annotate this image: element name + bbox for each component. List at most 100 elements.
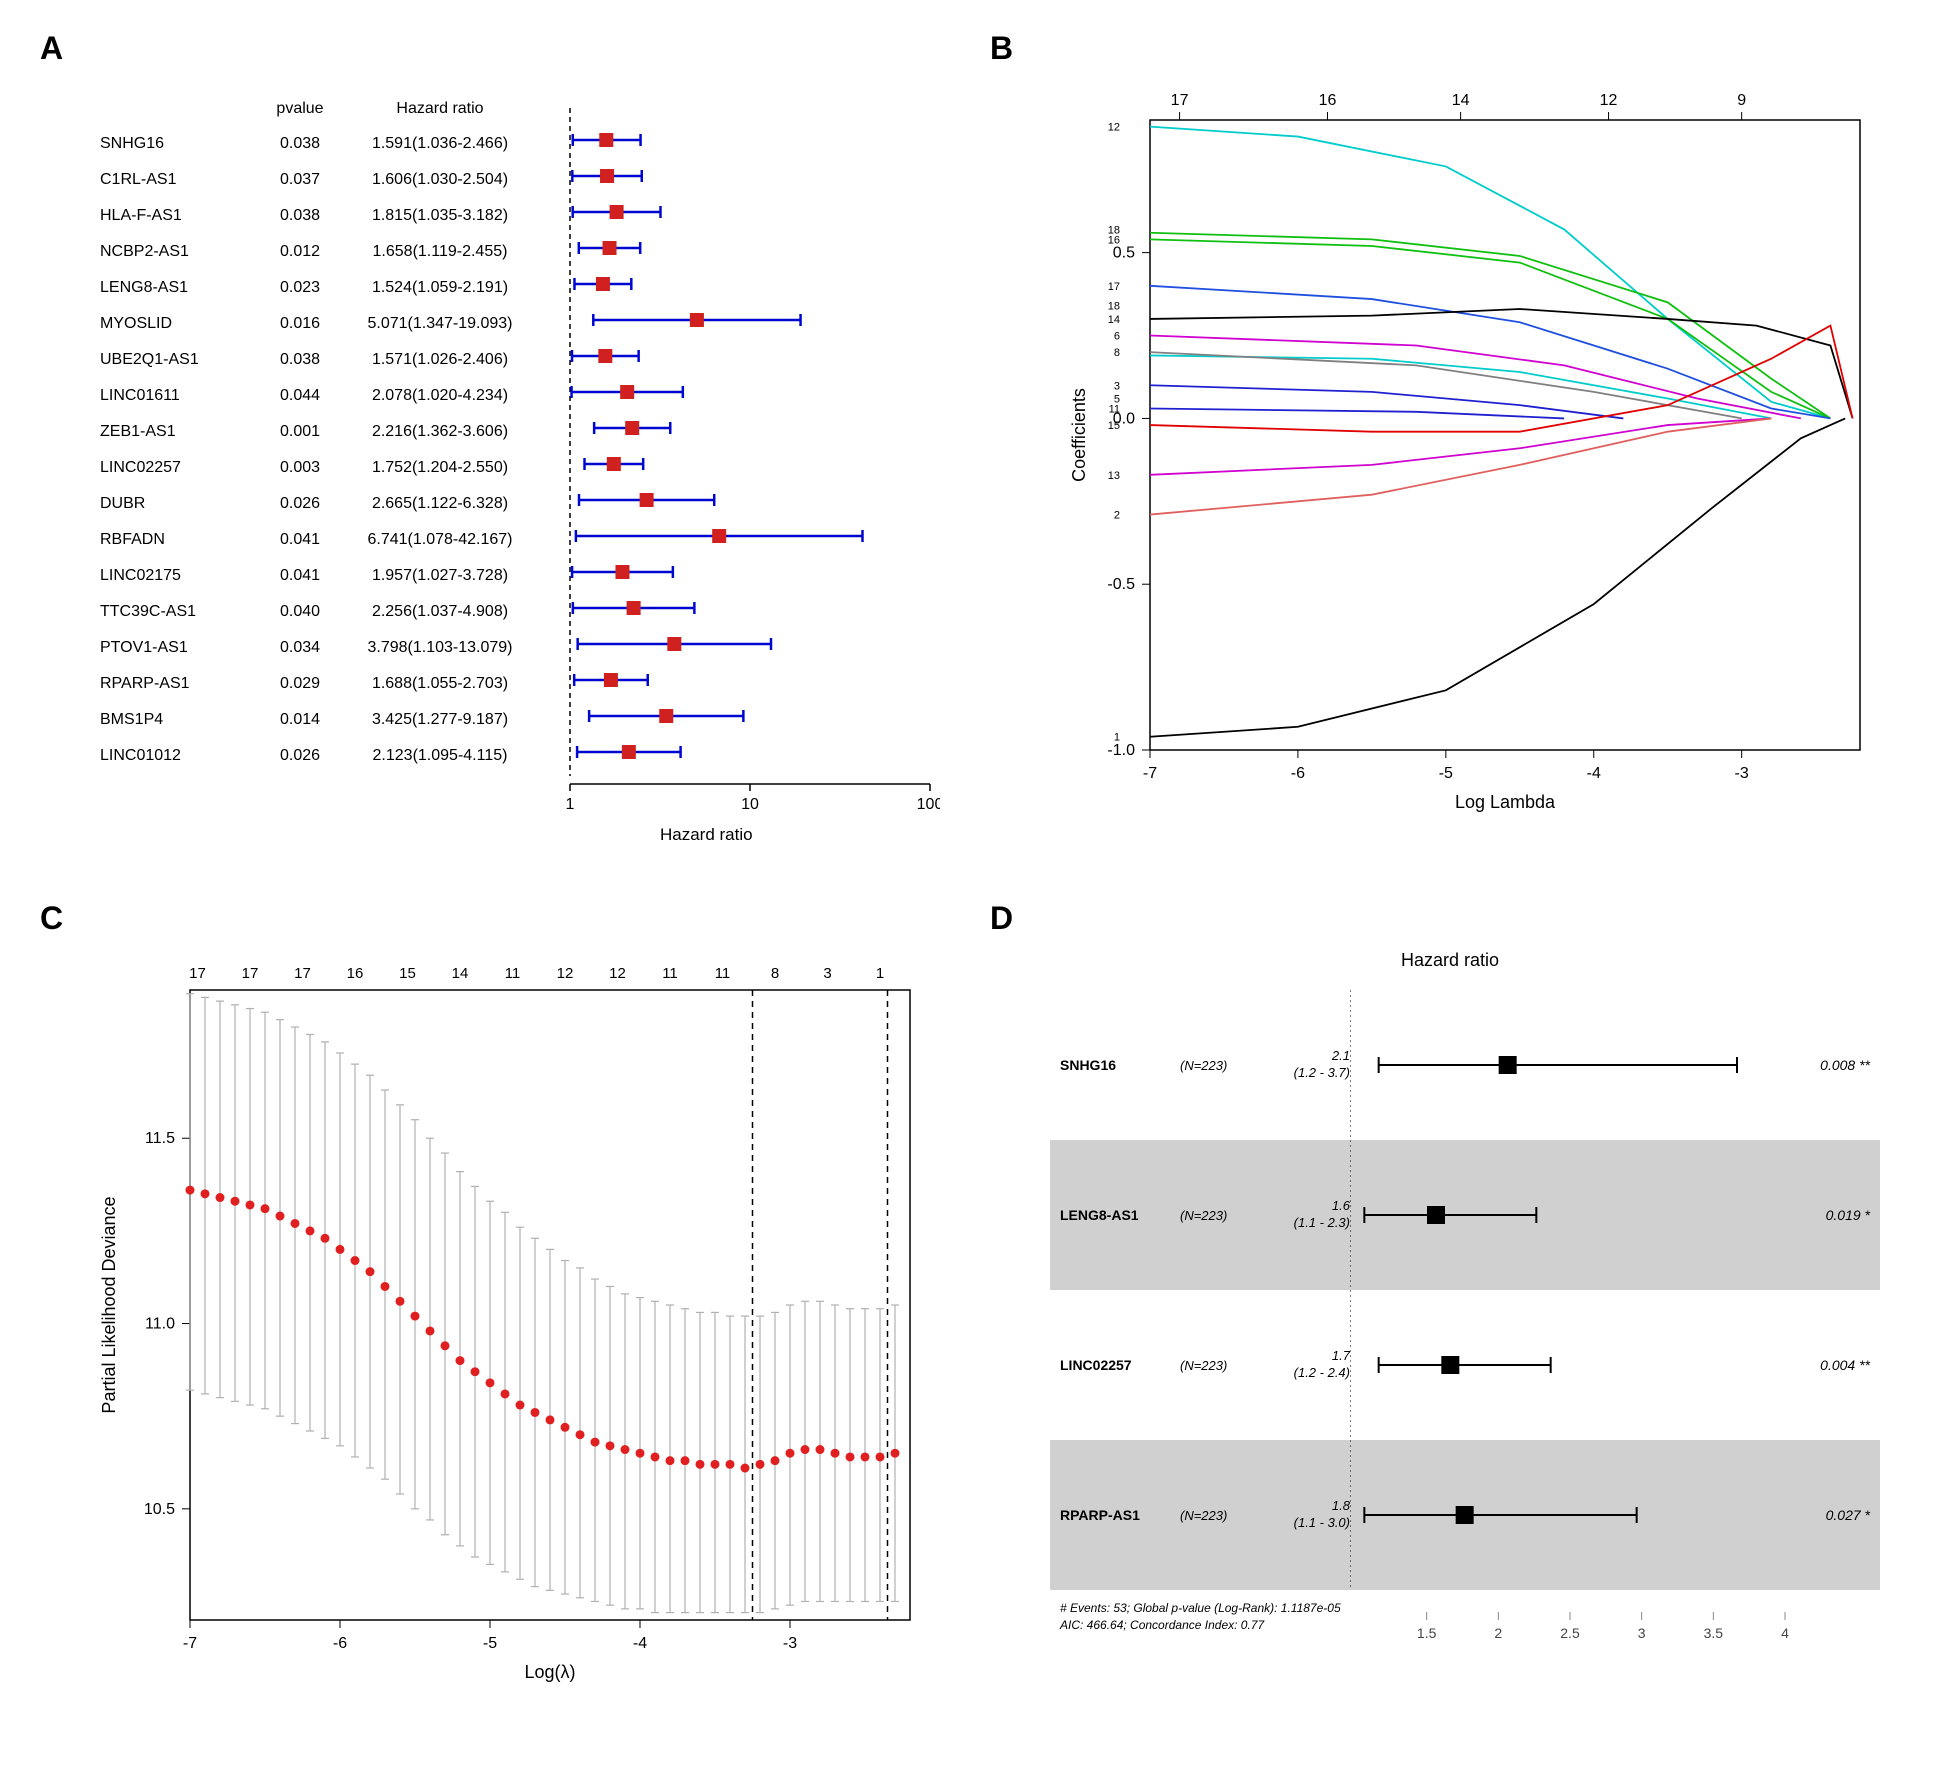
forest-row: ZEB1-AS10.0012.216(1.362-3.606) xyxy=(100,414,550,450)
hazard-row-svg xyxy=(1350,1440,1780,1590)
forest-row: PTOV1-AS10.0343.798(1.103-13.079) xyxy=(100,630,550,666)
forest-row: RPARP-AS10.0291.688(1.055-2.703) xyxy=(100,666,550,702)
svg-text:-6: -6 xyxy=(1291,765,1305,782)
forest-row: DUBR0.0262.665(1.122-6.328) xyxy=(100,486,550,522)
svg-text:17: 17 xyxy=(1171,92,1189,109)
svg-text:-4: -4 xyxy=(633,1635,647,1652)
svg-text:14: 14 xyxy=(452,965,469,982)
svg-text:11: 11 xyxy=(662,965,678,982)
svg-text:Partial Likelihood Deviance: Partial Likelihood Deviance xyxy=(99,1196,119,1413)
forest-row: LINC022570.0031.752(1.204-2.550) xyxy=(100,450,550,486)
svg-text:16: 16 xyxy=(347,965,364,982)
forest-row: TTC39C-AS10.0402.256(1.037-4.908) xyxy=(100,594,550,630)
svg-text:3: 3 xyxy=(1114,380,1120,392)
svg-text:-4: -4 xyxy=(1587,765,1601,782)
svg-text:17: 17 xyxy=(189,965,206,982)
forest-row: MYOSLID0.0165.071(1.347-19.093) xyxy=(100,306,550,342)
panel-c-deviance: C 10.5 11.0 11.5 -7 -6 -5 -4 -3 17 17 17 16 15 14 11 12… xyxy=(40,900,960,1730)
panel-b-lasso-paths: B -1.0-0.50.00.5-7-6-5-4-317161412912181… xyxy=(990,30,1910,860)
forest-row: LINC021750.0411.957(1.027-3.728) xyxy=(100,558,550,594)
panel-d-axis: 1.5 2 2.5 3 3.5 4 xyxy=(1350,1610,1790,1660)
svg-text:15: 15 xyxy=(1108,420,1120,432)
svg-text:14: 14 xyxy=(1452,92,1470,109)
forest-row: C1RL-AS10.0371.606(1.030-2.504) xyxy=(100,162,550,198)
svg-text:3: 3 xyxy=(1638,1625,1646,1641)
svg-text:3: 3 xyxy=(823,965,831,982)
svg-text:16: 16 xyxy=(1108,234,1120,246)
svg-text:-3: -3 xyxy=(1735,765,1749,782)
svg-text:11: 11 xyxy=(505,965,521,982)
svg-text:2: 2 xyxy=(1494,1625,1502,1641)
hazard-row: SNHG16 (N=223) 2.1(1.2 - 3.7) 0.008 ** xyxy=(1050,990,1880,1140)
hazard-row-svg xyxy=(1350,1290,1780,1440)
svg-text:-5: -5 xyxy=(1439,765,1453,782)
panel-d-footer: # Events: 53; Global p-value (Log-Rank):… xyxy=(1060,1600,1341,1634)
svg-text:13: 13 xyxy=(1108,470,1120,482)
panel-b-label: B xyxy=(990,30,1013,67)
svg-text:8: 8 xyxy=(1114,347,1120,359)
svg-text:12: 12 xyxy=(609,965,626,982)
forest-row: BMS1P40.0143.425(1.277-9.187) xyxy=(100,702,550,738)
panel-a-label: A xyxy=(40,30,63,67)
svg-text:8: 8 xyxy=(771,965,779,982)
panel-d-hazard-forest: D Hazard ratio SNHG16 (N=223) 2.1(1.2 - … xyxy=(990,900,1910,1730)
svg-text:15: 15 xyxy=(399,965,416,982)
forest-row: RBFADN0.0416.741(1.078-42.167) xyxy=(100,522,550,558)
svg-text:-0.5: -0.5 xyxy=(1107,576,1135,593)
svg-text:17: 17 xyxy=(294,965,311,982)
forest-row: NCBP2-AS10.0121.658(1.119-2.455) xyxy=(100,234,550,270)
svg-text:17: 17 xyxy=(242,965,259,982)
forest-row: LINC010120.0262.123(1.095-4.115) xyxy=(100,738,550,774)
svg-text:10.5: 10.5 xyxy=(144,1501,175,1518)
panel-d-title: Hazard ratio xyxy=(1401,950,1499,971)
svg-text:3.5: 3.5 xyxy=(1704,1625,1724,1641)
svg-text:-7: -7 xyxy=(1143,765,1157,782)
svg-text:11.5: 11.5 xyxy=(145,1130,175,1147)
hazard-row: LENG8-AS1 (N=223) 1.6(1.1 - 2.3) 0.019 * xyxy=(1050,1140,1880,1290)
svg-text:11.0: 11.0 xyxy=(145,1316,175,1333)
panel-b-svg: -1.0-0.50.00.5-7-6-5-4-31716141291218161… xyxy=(1050,70,1890,830)
header-pvalue: pvalue xyxy=(260,100,340,118)
panel-d-label: D xyxy=(990,900,1013,937)
svg-text:2: 2 xyxy=(1114,510,1120,522)
panel-c-svg: 10.5 11.0 11.5 -7 -6 -5 -4 -3 17 17 17 16 15 14 11 12 12… xyxy=(80,940,940,1700)
svg-text:-5: -5 xyxy=(483,1635,497,1652)
forest-row: UBE2Q1-AS10.0381.571(1.026-2.406) xyxy=(100,342,550,378)
hazard-row: LINC02257 (N=223) 1.7(1.2 - 2.4) 0.004 *… xyxy=(1050,1290,1880,1440)
svg-text:17: 17 xyxy=(1108,281,1120,293)
panel-a-xlabel: Hazard ratio xyxy=(660,825,753,845)
header-hr: Hazard ratio xyxy=(340,100,540,118)
forest-row: HLA-F-AS10.0381.815(1.035-3.182) xyxy=(100,198,550,234)
svg-text:-6: -6 xyxy=(333,1635,347,1652)
svg-text:Log Lambda: Log Lambda xyxy=(1455,792,1556,812)
svg-text:1: 1 xyxy=(876,965,884,982)
svg-text:Coefficients: Coefficients xyxy=(1069,388,1089,482)
forest-row: LINC016110.0442.078(1.020-4.234) xyxy=(100,378,550,414)
svg-text:6: 6 xyxy=(1114,331,1120,343)
hazard-row-svg xyxy=(1350,990,1780,1140)
svg-text:-3: -3 xyxy=(783,1635,797,1652)
svg-text:4: 4 xyxy=(1781,1625,1789,1641)
svg-text:2.5: 2.5 xyxy=(1560,1625,1580,1641)
hazard-row-svg xyxy=(1350,1140,1780,1290)
panel-c-label: C xyxy=(40,900,63,937)
svg-text:12: 12 xyxy=(557,965,574,982)
panel-a-forest-plot: A pvalue Hazard ratio SNHG160.0381.591(1… xyxy=(40,30,960,860)
svg-text:14: 14 xyxy=(1108,314,1120,326)
svg-text:11: 11 xyxy=(715,965,731,982)
svg-text:16: 16 xyxy=(1319,92,1337,109)
forest-row: SNHG160.0381.591(1.036-2.466) xyxy=(100,126,550,162)
forest-row: LENG8-AS10.0231.524(1.059-2.191) xyxy=(100,270,550,306)
svg-text:9: 9 xyxy=(1737,92,1746,109)
svg-text:12: 12 xyxy=(1108,122,1120,134)
svg-text:11: 11 xyxy=(1109,403,1120,415)
svg-text:0.5: 0.5 xyxy=(1113,245,1135,262)
svg-text:Log(λ): Log(λ) xyxy=(524,1662,575,1682)
svg-text:12: 12 xyxy=(1600,92,1618,109)
svg-text:18: 18 xyxy=(1108,301,1120,313)
svg-text:1: 1 xyxy=(1114,732,1120,744)
panel-a-table: pvalue Hazard ratio SNHG160.0381.591(1.0… xyxy=(100,100,550,774)
hazard-row: RPARP-AS1 (N=223) 1.8(1.1 - 3.0) 0.027 * xyxy=(1050,1440,1880,1590)
svg-text:-7: -7 xyxy=(183,1635,197,1652)
svg-text:1.5: 1.5 xyxy=(1417,1625,1437,1641)
